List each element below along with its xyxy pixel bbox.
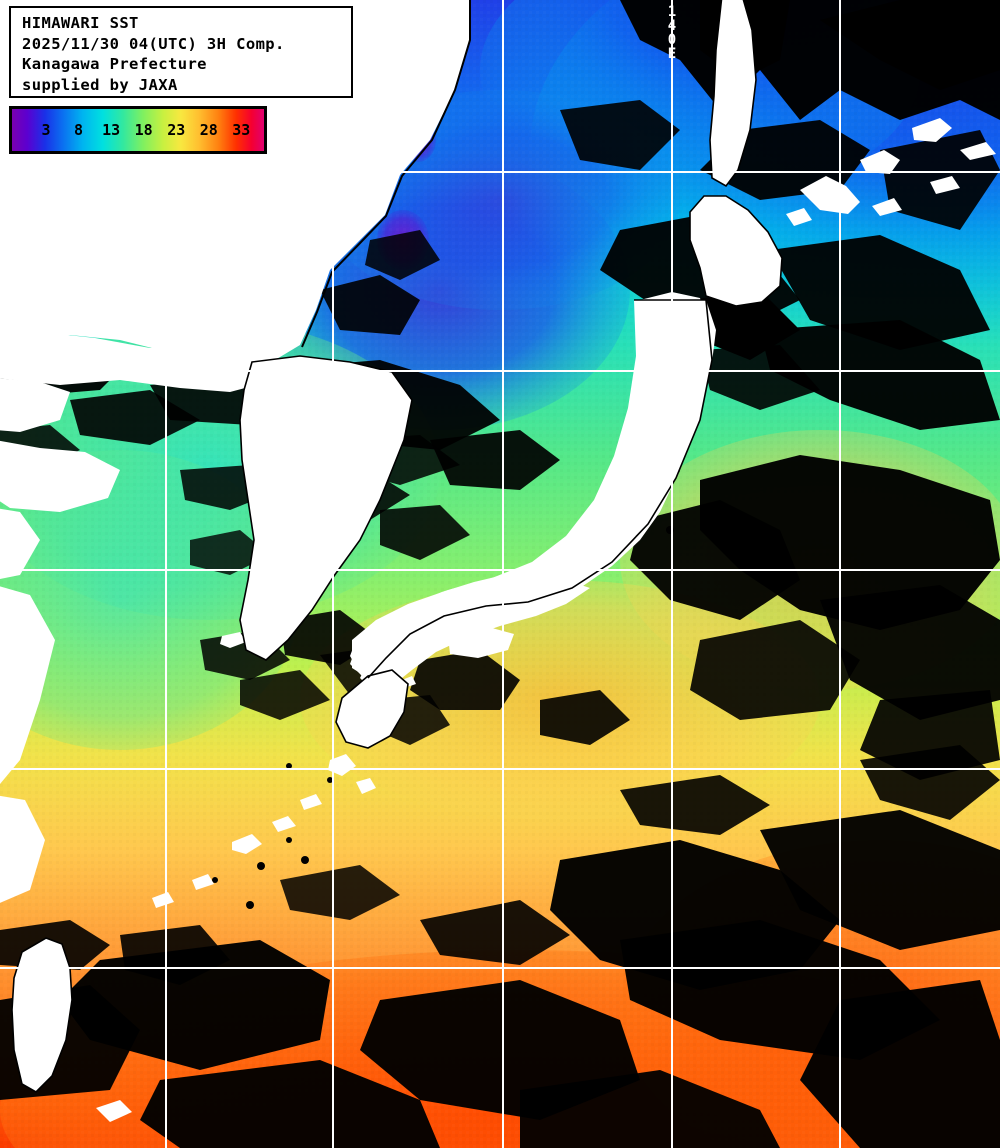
product-info-box: HIMAWARI SST 2025/11/30 04(UTC) 3H Comp.… xyxy=(9,6,353,98)
product-title: HIMAWARI SST xyxy=(22,14,139,32)
coastline-layer xyxy=(11,0,783,1093)
colorbar-tick-13: 13 xyxy=(102,121,121,139)
product-datetime: 2025/11/30 04(UTC) 3H Comp. xyxy=(22,34,285,53)
colorbar-tick-3: 3 xyxy=(41,121,51,139)
colorbar-gradient xyxy=(12,109,264,151)
longitude-label-140e: 140E xyxy=(664,4,680,60)
product-source: supplied by JAXA xyxy=(22,75,178,94)
colorbar-tick-28: 28 xyxy=(199,121,218,139)
colorbar-tick-8: 8 xyxy=(74,121,84,139)
colorbar-tick-23: 23 xyxy=(167,121,186,139)
colorbar-tick-labels: 3 8 13 18 23 28 33 xyxy=(12,109,264,151)
latitude-label-40n: 40N xyxy=(10,354,36,370)
landmass-layer xyxy=(301,0,471,348)
colorbar-tick-18: 18 xyxy=(134,121,153,139)
colorbar-tick-33: 33 xyxy=(232,121,251,139)
sst-colorbar: 3 8 13 18 23 28 33 xyxy=(9,106,267,154)
product-region: Kanagawa Prefecture xyxy=(22,55,207,73)
